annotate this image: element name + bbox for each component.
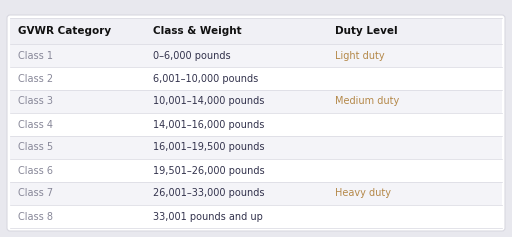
Bar (10, 67, 502, 90)
Text: Class 7: Class 7 (18, 188, 53, 199)
Text: Class 1: Class 1 (18, 50, 53, 60)
Text: 26,001–33,000 pounds: 26,001–33,000 pounds (153, 188, 265, 199)
Text: Class 4: Class 4 (18, 119, 53, 129)
Bar (10, 44, 502, 67)
Text: 16,001–19,500 pounds: 16,001–19,500 pounds (153, 142, 265, 152)
Text: Class 5: Class 5 (18, 142, 53, 152)
Bar (10, 159, 502, 182)
Bar (10, 90, 502, 113)
Bar (10, 113, 502, 136)
Text: 10,001–14,000 pounds: 10,001–14,000 pounds (153, 96, 264, 106)
Text: Class 8: Class 8 (18, 211, 53, 222)
Text: Class & Weight: Class & Weight (153, 26, 242, 36)
Text: Light duty: Light duty (335, 50, 385, 60)
Bar (10, 136, 502, 159)
Text: 0–6,000 pounds: 0–6,000 pounds (153, 50, 230, 60)
Text: Class 3: Class 3 (18, 96, 53, 106)
Text: 6,001–10,000 pounds: 6,001–10,000 pounds (153, 73, 258, 83)
Text: Duty Level: Duty Level (335, 26, 398, 36)
Text: Medium duty: Medium duty (335, 96, 399, 106)
Text: 19,501–26,000 pounds: 19,501–26,000 pounds (153, 165, 265, 176)
Text: Class 6: Class 6 (18, 165, 53, 176)
Text: Class 2: Class 2 (18, 73, 53, 83)
Text: GVWR Category: GVWR Category (18, 26, 111, 36)
Text: 14,001–16,000 pounds: 14,001–16,000 pounds (153, 119, 264, 129)
FancyBboxPatch shape (7, 15, 505, 231)
Bar (10, 182, 502, 205)
Text: 33,001 pounds and up: 33,001 pounds and up (153, 211, 263, 222)
Text: Heavy duty: Heavy duty (335, 188, 391, 199)
Bar (10, 205, 502, 228)
Bar (10, 18, 502, 44)
